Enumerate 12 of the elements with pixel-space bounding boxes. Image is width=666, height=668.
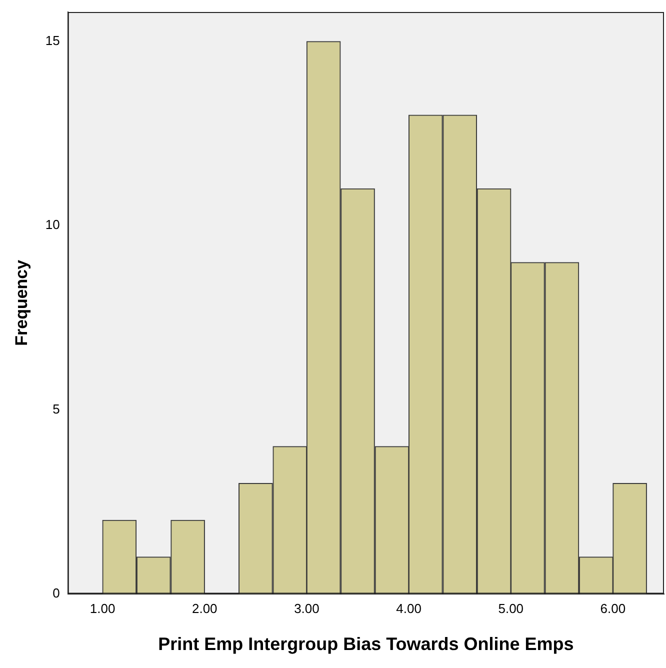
x-tick-label: 2.00 — [192, 601, 218, 616]
x-tick-label: 3.00 — [294, 601, 320, 616]
x-tick-label: 6.00 — [600, 601, 626, 616]
y-tick-label: 0 — [52, 585, 60, 600]
y-tick-label: 5 — [52, 401, 60, 416]
y-tick-label: 10 — [45, 217, 60, 232]
x-tick-label: 5.00 — [498, 601, 524, 616]
y-tick-label: 15 — [45, 33, 60, 48]
x-tick-label: 1.00 — [90, 601, 116, 616]
y-axis-title: Frequency — [12, 259, 31, 346]
x-tick-label: 4.00 — [396, 601, 422, 616]
x-axis-title: Print Emp Intergroup Bias Towards Online Emps — [158, 634, 574, 654]
